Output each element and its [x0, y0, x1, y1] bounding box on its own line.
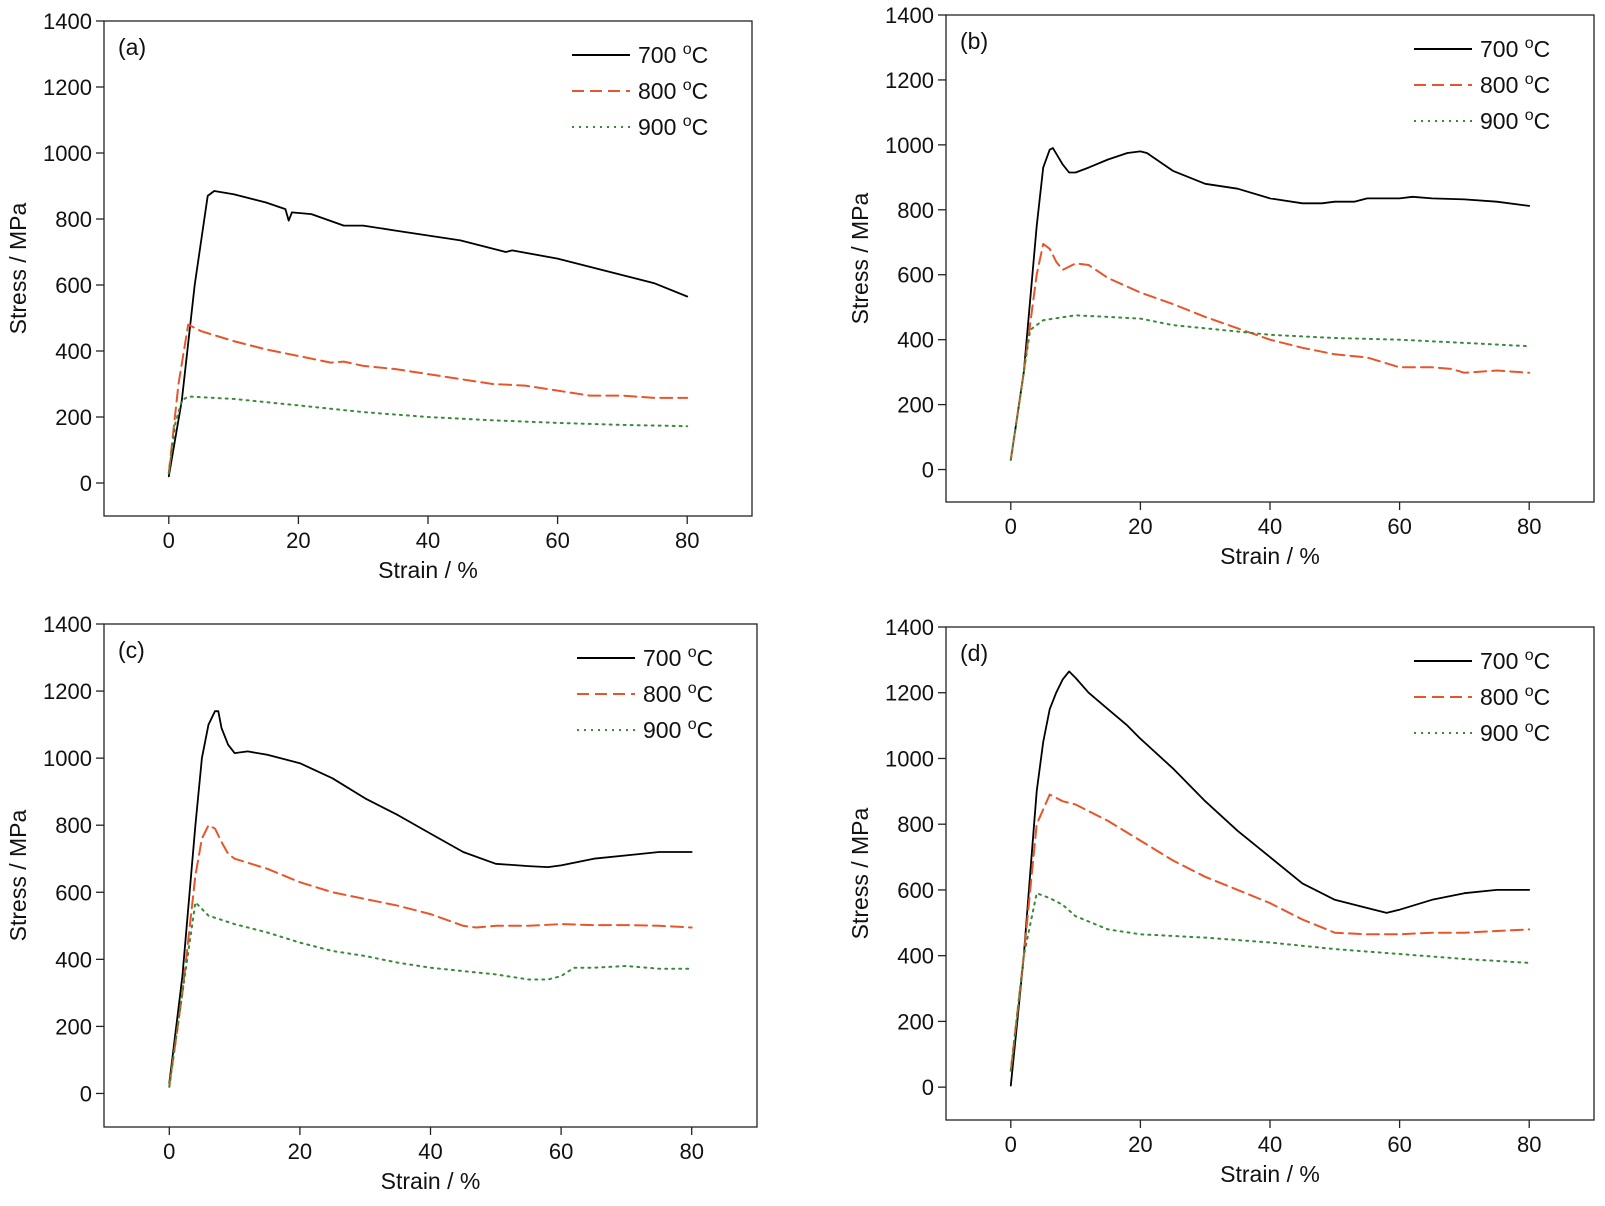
panel-label: (a) — [118, 34, 146, 60]
y-tick-label: 1400 — [43, 612, 92, 637]
x-tick-label: 0 — [1005, 514, 1017, 539]
series-line-800 — [1009, 242, 1531, 461]
y-tick-label: 600 — [897, 878, 934, 903]
y-tick-label: 400 — [897, 944, 934, 969]
y-axis-label: Stress / MPa — [5, 809, 31, 941]
x-axis-label: Strain / % — [1220, 543, 1320, 569]
legend: 700 oC 800 oC 900 oC — [1414, 647, 1550, 746]
y-tick-label: 600 — [55, 273, 92, 298]
series-line-900 — [168, 901, 693, 1088]
y-tick-label: 1400 — [885, 615, 934, 640]
legend-entry-700: 700 oC — [1480, 35, 1550, 62]
x-tick-label: 60 — [545, 528, 569, 553]
y-tick-label: 1200 — [43, 75, 92, 100]
x-tick-label: 40 — [416, 528, 440, 553]
x-tick-label: 40 — [418, 1139, 442, 1164]
y-tick-label: 0 — [80, 1081, 92, 1106]
y-tick-label: 1200 — [885, 68, 934, 93]
chart-panel-1: 0 20 40 60 800200400600800100012001400Strain… — [5, 9, 753, 583]
x-tick-label: 20 — [288, 1139, 312, 1164]
x-tick-label: 40 — [1258, 1132, 1282, 1157]
series-line-900 — [1009, 314, 1531, 461]
y-tick-label: 400 — [55, 947, 92, 972]
y-axis-label: Stress / MPa — [847, 192, 873, 324]
y-tick-label: 400 — [55, 339, 92, 364]
chart-panel-2: 0 20 40 60 800200400600800100012001400Strain… — [847, 3, 1595, 569]
y-tick-label: 800 — [897, 198, 934, 223]
x-tick-label: 20 — [1128, 514, 1152, 539]
panel-label: (b) — [960, 28, 988, 54]
series-line-800 — [167, 323, 689, 475]
y-tick-label: 600 — [897, 263, 934, 288]
y-tick-label: 400 — [897, 328, 934, 353]
x-tick-label: 0 — [1005, 1132, 1017, 1157]
y-tick-label: 200 — [55, 405, 92, 430]
y-tick-label: 1400 — [885, 3, 934, 28]
legend-entry-700: 700 oC — [638, 41, 708, 68]
y-tick-label: 600 — [55, 880, 92, 905]
y-axis-label: Stress / MPa — [847, 807, 873, 939]
legend-entry-900: 900 oC — [638, 113, 708, 140]
y-tick-label: 200 — [55, 1014, 92, 1039]
series-line-800 — [168, 824, 693, 1088]
y-tick-label: 1000 — [43, 746, 92, 771]
panel-label: (d) — [960, 640, 988, 666]
y-tick-label: 200 — [897, 393, 934, 418]
legend-entry-900: 900 oC — [1480, 719, 1550, 746]
series-line-700 — [167, 190, 689, 478]
y-tick-label: 1400 — [43, 9, 92, 34]
y-tick-label: 1200 — [885, 681, 934, 706]
series-line-700 — [1009, 147, 1531, 461]
x-tick-label: 20 — [286, 528, 310, 553]
series-line-700 — [168, 710, 693, 1085]
y-tick-label: 0 — [922, 1075, 934, 1100]
y-tick-label: 1000 — [43, 141, 92, 166]
y-tick-label: 1000 — [885, 133, 934, 158]
x-tick-label: 20 — [1128, 1132, 1152, 1157]
legend-entry-800: 800 oC — [1480, 683, 1550, 710]
x-tick-label: 60 — [1387, 1132, 1411, 1157]
series-line-900 — [1009, 892, 1531, 1072]
x-axis-label: Strain / % — [378, 557, 478, 583]
x-tick-label: 80 — [675, 528, 699, 553]
legend: 700 oC 800 oC 900 oC — [577, 644, 713, 743]
legend-entry-700: 700 oC — [1480, 647, 1550, 674]
legend-entry-800: 800 oC — [638, 77, 708, 104]
y-tick-label: 1000 — [885, 746, 934, 771]
x-tick-label: 40 — [1258, 514, 1282, 539]
legend-entry-800: 800 oC — [1480, 71, 1550, 98]
y-axis-label: Stress / MPa — [5, 202, 31, 334]
y-tick-label: 0 — [80, 471, 92, 496]
panel-label: (c) — [118, 637, 145, 663]
series-line-700 — [1009, 670, 1531, 1087]
legend-entry-700: 700 oC — [643, 644, 713, 671]
x-tick-label: 60 — [1387, 514, 1411, 539]
series-line-900 — [167, 395, 689, 475]
legend: 700 oC 800 oC 900 oC — [572, 41, 708, 140]
x-axis-label: Strain / % — [381, 1168, 481, 1194]
legend-entry-900: 900 oC — [1480, 107, 1550, 134]
x-tick-label: 80 — [679, 1139, 703, 1164]
legend-entry-900: 900 oC — [643, 716, 713, 743]
x-tick-label: 80 — [1517, 1132, 1541, 1157]
x-axis-label: Strain / % — [1220, 1161, 1320, 1187]
chart-panel-3: 0 20 40 60 800200400600800100012001400Strain… — [5, 612, 758, 1194]
y-tick-label: 800 — [897, 812, 934, 837]
y-tick-label: 1200 — [43, 679, 92, 704]
x-tick-label: 60 — [549, 1139, 573, 1164]
x-tick-label: 80 — [1517, 514, 1541, 539]
y-tick-label: 0 — [922, 458, 934, 483]
y-tick-label: 800 — [55, 813, 92, 838]
x-tick-label: 0 — [163, 1139, 175, 1164]
x-tick-label: 0 — [163, 528, 175, 553]
legend-entry-800: 800 oC — [643, 680, 713, 707]
y-tick-label: 800 — [55, 207, 92, 232]
chart-panel-4: 0 20 40 60 800200400600800100012001400Strain… — [847, 615, 1595, 1187]
y-tick-label: 200 — [897, 1009, 934, 1034]
legend: 700 oC 800 oC 900 oC — [1414, 35, 1550, 134]
series-line-800 — [1009, 793, 1531, 1072]
